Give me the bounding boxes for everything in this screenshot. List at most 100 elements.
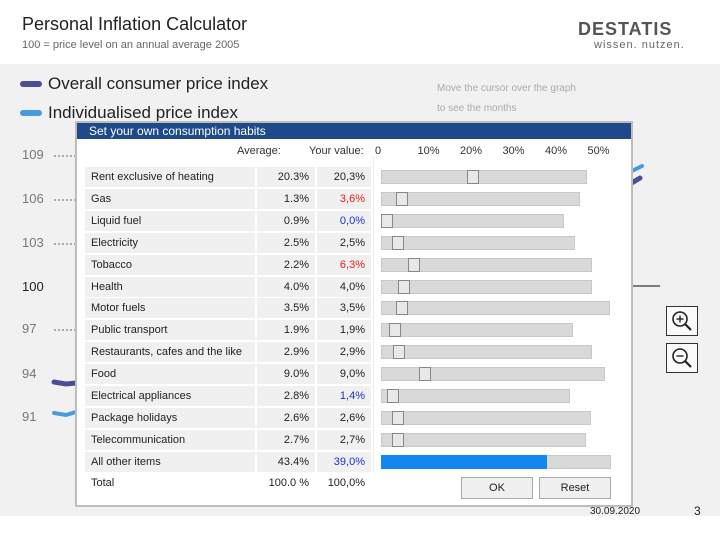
category-row: Health 4.0% 4,0% bbox=[81, 276, 627, 297]
category-your-value: 3,6% bbox=[317, 188, 371, 209]
category-name: Rent exclusive of heating bbox=[85, 167, 255, 187]
hint-line-2: to see the months bbox=[437, 103, 517, 114]
y-tick-91: 91 bbox=[22, 409, 37, 424]
category-name: Gas bbox=[85, 188, 255, 209]
zoom-in-button[interactable] bbox=[666, 306, 698, 336]
slider-thumb[interactable] bbox=[381, 213, 393, 228]
category-average: 1.9% bbox=[257, 320, 315, 341]
weight-slider[interactable] bbox=[377, 254, 623, 275]
category-row: Gas 1.3% 3,6% bbox=[81, 188, 627, 209]
slider-thumb[interactable] bbox=[389, 323, 401, 338]
category-row: Electricity 2.5% 2,5% bbox=[81, 232, 627, 253]
reset-button[interactable]: Reset bbox=[539, 477, 611, 499]
weight-slider[interactable] bbox=[377, 429, 623, 450]
overall-swatch-icon bbox=[20, 81, 42, 87]
y-tick-94: 94 bbox=[22, 366, 37, 381]
scale-label: 20% bbox=[460, 145, 483, 157]
category-your-value: 6,3% bbox=[317, 254, 371, 275]
zoom-in-icon bbox=[672, 311, 692, 331]
hover-hint: Move the cursor over the graph to see th… bbox=[437, 79, 576, 119]
weight-slider[interactable] bbox=[377, 320, 623, 341]
category-average: 9.0% bbox=[257, 364, 315, 385]
slider-track[interactable] bbox=[381, 191, 580, 206]
slider-track[interactable] bbox=[381, 213, 564, 228]
category-your-value: 9,0% bbox=[317, 364, 371, 385]
category-row: Package holidays 2.6% 2,6% bbox=[81, 407, 627, 428]
total-row: Total 100.0 % 100,0% bbox=[81, 473, 627, 493]
slider-track[interactable] bbox=[381, 389, 570, 403]
footer-date: 30.09.2020 bbox=[590, 506, 641, 517]
slider-track[interactable] bbox=[381, 410, 591, 425]
header: Personal Inflation Calculator 100 = pric… bbox=[0, 0, 720, 64]
y-tick-dots bbox=[54, 199, 76, 201]
slider-track[interactable] bbox=[381, 235, 575, 250]
column-separator bbox=[373, 157, 374, 473]
y-tick-103: 103 bbox=[22, 235, 44, 250]
slider-track[interactable] bbox=[381, 323, 573, 338]
total-label: Total bbox=[85, 473, 255, 493]
y-tick-dots bbox=[54, 329, 76, 331]
slider-track[interactable] bbox=[381, 257, 592, 272]
slider-thumb[interactable] bbox=[467, 170, 479, 184]
slider-thumb[interactable] bbox=[392, 432, 404, 447]
category-name: Motor fuels bbox=[85, 298, 255, 319]
zoom-out-button[interactable] bbox=[666, 343, 698, 373]
category-average: 2.9% bbox=[257, 342, 315, 363]
weight-slider[interactable] bbox=[377, 167, 623, 187]
category-your-value: 3,5% bbox=[317, 298, 371, 319]
y-tick-dots bbox=[54, 243, 76, 245]
category-average: 2.2% bbox=[257, 254, 315, 275]
slider-thumb[interactable] bbox=[396, 301, 408, 316]
category-average: 4.0% bbox=[257, 276, 315, 297]
slider-thumb[interactable] bbox=[393, 345, 405, 360]
category-your-value: 2,5% bbox=[317, 232, 371, 253]
slider-track[interactable] bbox=[381, 170, 587, 184]
y-tick-dots bbox=[54, 155, 76, 157]
app-title: Personal Inflation Calculator bbox=[22, 14, 248, 34]
category-row: Motor fuels 3.5% 3,5% bbox=[81, 298, 627, 319]
category-your-value: 1,4% bbox=[317, 386, 371, 406]
slider-track[interactable] bbox=[381, 301, 610, 316]
slider-track[interactable] bbox=[381, 432, 586, 447]
category-name: Tobacco bbox=[85, 254, 255, 275]
category-average: 2.5% bbox=[257, 232, 315, 253]
category-your-value: 39,0% bbox=[317, 451, 371, 472]
category-row: Restaurants, cafes and the like 2.9% 2,9% bbox=[81, 342, 627, 363]
slider-thumb[interactable] bbox=[408, 257, 420, 272]
destatis-logo: DESTATIS bbox=[578, 19, 673, 39]
scale-label: 50% bbox=[587, 145, 610, 157]
ok-button[interactable]: OK bbox=[461, 477, 533, 499]
slider-thumb[interactable] bbox=[392, 410, 404, 425]
y-tick-106: 106 bbox=[22, 191, 44, 206]
zoom-out-icon bbox=[672, 348, 692, 368]
slider-track[interactable] bbox=[381, 367, 605, 382]
category-your-value: 1,9% bbox=[317, 320, 371, 341]
slider-thumb[interactable] bbox=[419, 367, 431, 382]
weight-slider[interactable] bbox=[377, 232, 623, 253]
weight-slider[interactable] bbox=[377, 386, 623, 406]
weight-slider[interactable] bbox=[377, 342, 623, 363]
weight-slider[interactable] bbox=[377, 276, 623, 297]
category-name: Telecommunication bbox=[85, 429, 255, 450]
category-row: Electrical appliances 2.8% 1,4% bbox=[81, 386, 627, 406]
category-row: Liquid fuel 0.9% 0,0% bbox=[81, 210, 627, 231]
category-your-value: 20,3% bbox=[317, 167, 371, 187]
slider-track[interactable] bbox=[381, 345, 592, 360]
slider-thumb[interactable] bbox=[396, 191, 408, 206]
slider-thumb[interactable] bbox=[398, 279, 410, 294]
weight-slider[interactable] bbox=[377, 364, 623, 385]
slider-fill bbox=[381, 454, 547, 469]
slider-track[interactable] bbox=[381, 279, 592, 294]
category-average: 43.4% bbox=[257, 451, 315, 472]
dialog-title: Set your own consumption habits bbox=[77, 123, 631, 139]
weight-slider[interactable] bbox=[377, 298, 623, 319]
category-row: Food 9.0% 9,0% bbox=[81, 364, 627, 385]
weight-slider[interactable] bbox=[377, 210, 623, 231]
weight-slider[interactable] bbox=[377, 188, 623, 209]
category-your-value: 2,9% bbox=[317, 342, 371, 363]
slider-thumb[interactable] bbox=[392, 235, 404, 250]
weight-slider[interactable] bbox=[377, 407, 623, 428]
weight-slider[interactable] bbox=[377, 451, 623, 472]
slider-thumb[interactable] bbox=[387, 389, 399, 403]
category-name: Food bbox=[85, 364, 255, 385]
